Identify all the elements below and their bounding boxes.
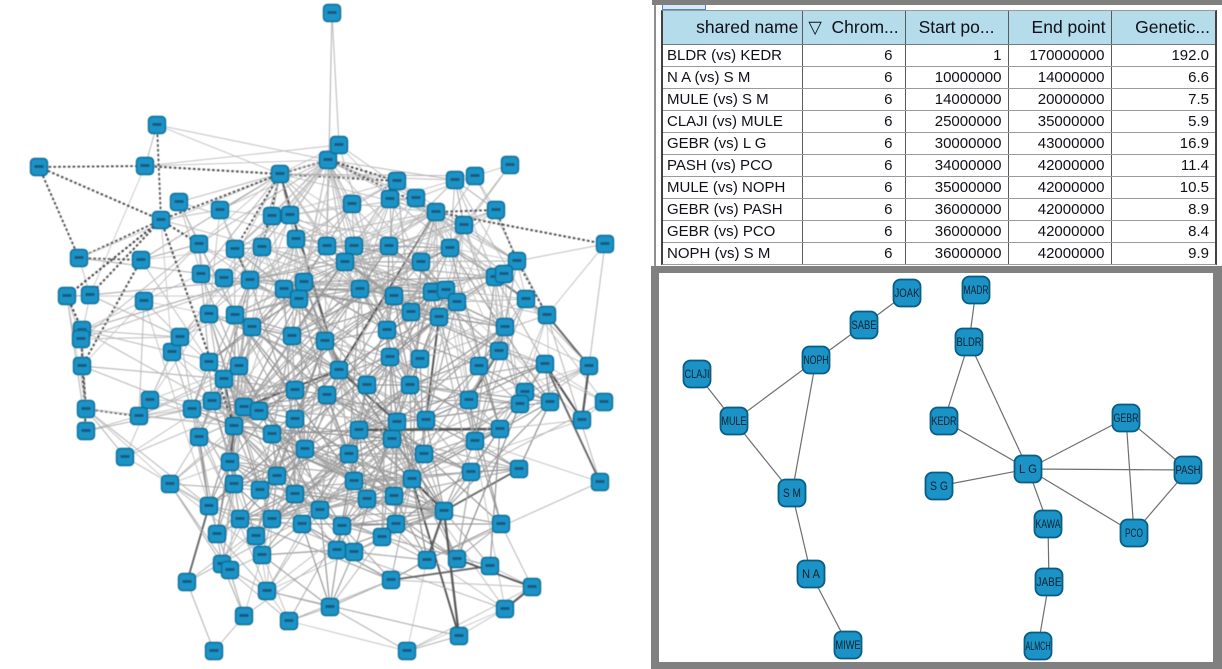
svg-text:MADR: MADR [964,285,989,297]
svg-text:ALMCH: ALMCH [1026,641,1051,653]
svg-text:MULE: MULE [722,416,747,428]
svg-text:KEDR: KEDR [932,416,957,428]
svg-text:S M: S M [783,488,801,500]
svg-text:PCO: PCO [1125,528,1143,540]
svg-text:JOAK: JOAK [895,288,920,300]
svg-text:BLDR: BLDR [957,337,982,349]
svg-text:PASH: PASH [1176,465,1201,477]
svg-text:CLAJI: CLAJI [685,369,710,381]
svg-text:NOPH: NOPH [804,355,829,367]
svg-text:JABE: JABE [1037,577,1062,589]
svg-text:KAWA: KAWA [1036,519,1061,531]
svg-text:L G: L G [1019,464,1037,476]
svg-text:SABE: SABE [852,320,877,332]
svg-text:S G: S G [930,481,948,493]
svg-text:N A: N A [802,569,820,581]
svg-text:MIWE: MIWE [836,640,861,652]
svg-text:GEBR: GEBR [1114,413,1139,425]
